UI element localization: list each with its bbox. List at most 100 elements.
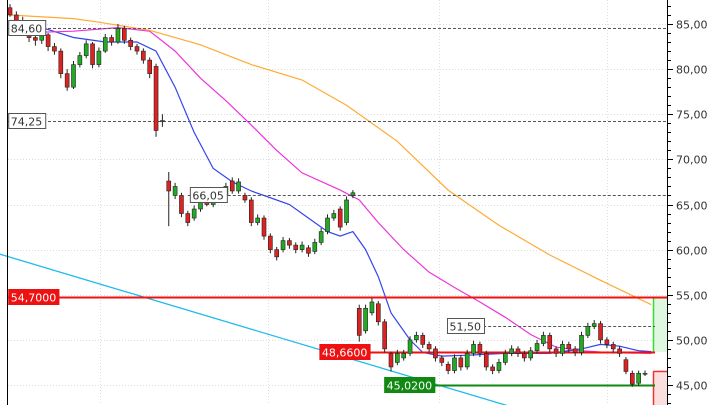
- candle-body: [255, 217, 260, 223]
- candle-body: [83, 43, 89, 56]
- candle-body: [395, 353, 400, 363]
- candle-body: [414, 335, 419, 341]
- candle-body: [58, 50, 64, 74]
- candle-body: [96, 50, 102, 65]
- candle-body: [420, 335, 426, 345]
- y-tick-label: 75,00: [676, 109, 708, 122]
- level-label-box: [8, 289, 60, 305]
- candle-body: [439, 357, 445, 363]
- candle-body: [515, 348, 521, 354]
- y-tick-label: 50,00: [676, 335, 708, 348]
- candle-body: [464, 353, 470, 368]
- candle-body: [433, 348, 438, 359]
- candle-body: [522, 353, 527, 359]
- level-label-box: [8, 20, 47, 36]
- level-label: 74,25: [11, 116, 43, 129]
- candle-body: [401, 353, 407, 359]
- candle-body: [502, 353, 508, 363]
- candle-body: [172, 186, 178, 196]
- y-tick-label: 70,00: [676, 154, 708, 167]
- candle-body: [166, 180, 172, 192]
- candle-body: [407, 339, 413, 354]
- candle-body: [45, 34, 51, 47]
- level-label-box: [447, 318, 486, 334]
- candle-body: [509, 348, 514, 354]
- price-levels: [8, 28, 667, 387]
- candle-body: [623, 359, 629, 372]
- candle-body: [268, 235, 273, 250]
- level-label: 48,6600: [322, 347, 368, 360]
- candle-body: [566, 344, 572, 350]
- candle-body: [585, 326, 591, 336]
- candle-body: [153, 66, 159, 131]
- candle-body: [318, 231, 324, 243]
- candle-body: [293, 244, 299, 250]
- level-label-box: [8, 113, 47, 129]
- candle-body: [375, 303, 381, 323]
- candle-body: [122, 28, 127, 41]
- candles: [7, 4, 648, 387]
- candle-body: [604, 339, 610, 345]
- candle-body: [617, 348, 622, 354]
- candle-body: [325, 217, 330, 232]
- moving-average-ma_short: [9, 20, 652, 357]
- candle-body: [534, 343, 540, 352]
- level-label: 51,50: [450, 321, 482, 334]
- candle-body: [274, 249, 280, 258]
- candle-body: [33, 37, 38, 41]
- candle-body: [477, 344, 483, 354]
- level-label: 54,7000: [11, 292, 57, 305]
- candle-body: [572, 348, 578, 353]
- candle-body: [128, 39, 133, 47]
- candle-body: [312, 242, 318, 252]
- candle-body: [344, 199, 349, 223]
- candle-body: [356, 307, 362, 336]
- candle-body: [553, 348, 559, 354]
- candle-body: [147, 59, 152, 74]
- y-tick-label: 65,00: [676, 200, 708, 213]
- candle-body: [382, 321, 387, 350]
- candle-body: [350, 192, 356, 196]
- candle-body: [483, 353, 489, 368]
- level-label: 84,60: [11, 23, 43, 36]
- candle-body: [337, 208, 343, 228]
- moving-average-ma_long: [9, 14, 652, 306]
- candle-body: [426, 344, 432, 350]
- y-tick-label: 80,00: [676, 64, 708, 77]
- candle-body: [261, 217, 267, 237]
- candle-body: [610, 344, 616, 350]
- candle-body: [102, 37, 108, 52]
- candle-body: [134, 46, 140, 52]
- y-tick-label: 60,00: [676, 245, 708, 258]
- level-label-box: [384, 377, 436, 393]
- candle-body: [229, 180, 235, 192]
- candle-body: [445, 363, 451, 371]
- candle-body: [579, 335, 584, 353]
- candle-body: [249, 199, 254, 223]
- moving-averages: [9, 14, 652, 357]
- trendline: [0, 253, 508, 405]
- candle-body: [306, 247, 311, 254]
- level-label: 66,05: [192, 190, 224, 203]
- candle-body: [629, 372, 635, 385]
- candle-body: [7, 7, 13, 16]
- candle-body: [141, 50, 146, 61]
- candle-body: [591, 323, 597, 327]
- candle-body: [179, 195, 184, 214]
- risk-zone: [653, 371, 667, 405]
- candle-body: [242, 195, 248, 201]
- candle-body: [458, 357, 464, 368]
- y-tick-label: 55,00: [676, 290, 708, 303]
- moving-average-ma_mid: [16, 26, 652, 354]
- candle-body: [560, 344, 565, 354]
- candle-body: [331, 213, 337, 219]
- candle-body: [160, 120, 165, 122]
- candle-body: [236, 181, 241, 192]
- candle-body: [547, 335, 553, 350]
- candle-body: [369, 301, 375, 314]
- trade-zone: [652, 297, 667, 405]
- candle-body: [528, 350, 534, 359]
- level-label-box: [189, 187, 228, 203]
- candle-body: [490, 366, 495, 371]
